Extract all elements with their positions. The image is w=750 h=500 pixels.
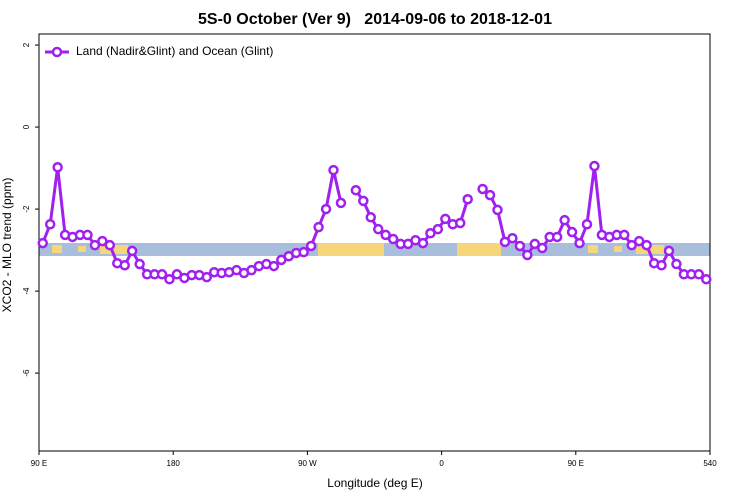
point <box>365 212 377 223</box>
land-patch <box>457 243 501 256</box>
point <box>268 260 280 272</box>
x-axis-label: Longitude (deg E) <box>327 476 422 490</box>
plot-frame <box>38 33 711 452</box>
legend-marker <box>51 46 63 58</box>
land-patch <box>78 246 86 252</box>
surface-band <box>39 243 710 256</box>
point <box>529 238 541 250</box>
point <box>522 249 533 261</box>
x-tick-label: 90 E <box>568 459 584 468</box>
y-tick-label: 0 <box>22 124 31 129</box>
point <box>320 203 332 215</box>
point <box>633 235 645 247</box>
point <box>305 240 317 252</box>
point <box>164 273 175 285</box>
point <box>89 239 101 251</box>
point <box>484 189 496 201</box>
point <box>559 214 570 226</box>
point <box>44 219 56 230</box>
point <box>246 264 257 276</box>
point <box>566 226 578 238</box>
y-axis-label: XCO2 - MLO trend (ppm) <box>0 178 14 313</box>
point <box>440 213 451 225</box>
point <box>104 239 116 251</box>
point <box>358 195 369 207</box>
point <box>462 193 473 205</box>
point <box>387 233 399 245</box>
y-tick-label: 2 <box>22 42 31 47</box>
point <box>477 183 488 195</box>
point <box>432 223 444 235</box>
point <box>507 232 518 244</box>
point <box>492 204 503 216</box>
x-tick-label: 90 W <box>298 459 317 468</box>
x-tick-label: 90 E <box>31 459 47 468</box>
point <box>537 242 548 254</box>
land-patch <box>100 245 128 254</box>
y-tick-label: -4 <box>22 287 31 295</box>
point <box>52 162 63 173</box>
point <box>37 237 48 249</box>
point <box>417 237 429 249</box>
point <box>589 160 600 172</box>
y-tick-label: -6 <box>22 369 31 377</box>
point <box>454 217 466 229</box>
point <box>298 246 309 258</box>
x-tick-label: 180 <box>167 459 181 468</box>
point <box>350 184 362 196</box>
point <box>663 245 675 257</box>
chart-title: 5S-0 October (Ver 9) 2014-09-06 to 2018-… <box>198 11 552 28</box>
point <box>156 269 168 280</box>
point <box>701 273 712 285</box>
point <box>97 235 108 247</box>
y-tick-label: -2 <box>22 205 31 213</box>
point <box>335 197 347 209</box>
point <box>82 229 93 241</box>
point <box>551 231 563 243</box>
x-tick-label: 540 <box>703 459 717 468</box>
point <box>693 269 705 280</box>
land-patch <box>614 246 622 252</box>
point <box>641 239 652 251</box>
point <box>574 237 585 249</box>
point <box>119 260 130 271</box>
point <box>380 229 391 241</box>
point <box>514 240 526 252</box>
x-tick-label: 0 <box>439 459 444 468</box>
point <box>581 219 593 230</box>
point <box>313 221 324 233</box>
land-patch <box>52 245 62 253</box>
point <box>656 260 667 271</box>
point <box>328 164 339 176</box>
point <box>134 258 145 270</box>
legend-label: Land (Nadir&Glint) and Ocean (Glint) <box>76 44 273 58</box>
land-patch <box>318 243 384 256</box>
point <box>619 229 630 241</box>
point <box>626 239 637 251</box>
point <box>201 271 212 283</box>
point <box>372 223 384 235</box>
point <box>126 245 138 257</box>
point <box>671 258 682 270</box>
land-patch <box>588 245 598 253</box>
point <box>425 228 436 239</box>
